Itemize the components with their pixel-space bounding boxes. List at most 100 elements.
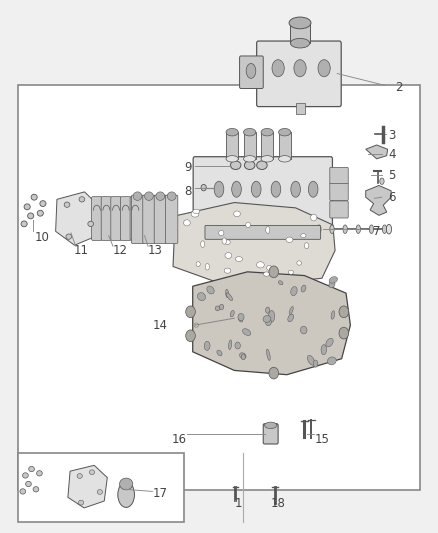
Polygon shape [193,272,350,375]
Text: 12: 12 [113,244,128,257]
Ellipse shape [198,293,205,301]
Ellipse shape [191,211,199,217]
Ellipse shape [261,128,273,136]
FancyBboxPatch shape [101,197,112,240]
FancyBboxPatch shape [120,197,131,240]
Ellipse shape [226,293,233,301]
Ellipse shape [265,307,270,313]
Ellipse shape [288,270,293,274]
Ellipse shape [301,233,306,238]
FancyBboxPatch shape [143,195,155,244]
Ellipse shape [25,481,32,487]
Ellipse shape [288,314,293,322]
Ellipse shape [77,473,82,479]
Ellipse shape [329,281,335,288]
Ellipse shape [226,128,238,136]
FancyBboxPatch shape [131,195,144,244]
Text: 5: 5 [389,169,396,182]
Ellipse shape [23,473,28,478]
FancyBboxPatch shape [257,41,341,107]
Bar [18,85,420,490]
Ellipse shape [297,261,301,265]
Ellipse shape [291,287,297,296]
Ellipse shape [279,128,291,136]
Ellipse shape [145,192,153,200]
Ellipse shape [78,500,84,505]
FancyBboxPatch shape [193,157,332,233]
Polygon shape [56,192,98,245]
Ellipse shape [301,285,306,292]
Ellipse shape [28,213,34,219]
Ellipse shape [219,230,224,236]
Ellipse shape [244,156,256,162]
Ellipse shape [308,181,318,197]
Ellipse shape [167,192,176,200]
Text: 8: 8 [185,185,192,198]
Ellipse shape [386,224,392,234]
Ellipse shape [243,329,251,335]
Ellipse shape [20,489,25,494]
FancyBboxPatch shape [111,197,121,240]
FancyBboxPatch shape [240,56,263,88]
Text: 4: 4 [388,148,396,161]
Ellipse shape [24,204,30,209]
Ellipse shape [269,266,279,278]
Bar [261,132,273,159]
Ellipse shape [241,354,245,360]
Ellipse shape [321,345,326,355]
Ellipse shape [294,60,306,77]
FancyBboxPatch shape [92,197,102,240]
Ellipse shape [313,360,318,367]
Ellipse shape [328,357,336,365]
Ellipse shape [64,202,70,207]
Ellipse shape [329,277,338,283]
Ellipse shape [291,181,300,197]
Ellipse shape [272,60,284,77]
Ellipse shape [269,367,279,379]
Ellipse shape [286,237,293,243]
Ellipse shape [66,234,71,239]
FancyBboxPatch shape [166,195,178,244]
Text: 18: 18 [271,497,286,510]
Ellipse shape [290,38,310,48]
Text: 6: 6 [388,191,396,204]
Ellipse shape [28,466,34,472]
Ellipse shape [230,161,241,169]
Ellipse shape [201,184,206,191]
Ellipse shape [251,181,261,197]
Ellipse shape [239,318,243,322]
Ellipse shape [263,272,270,276]
Ellipse shape [317,225,321,233]
Text: 13: 13 [148,244,163,257]
Bar [244,132,256,159]
Ellipse shape [226,156,238,162]
Text: 2: 2 [395,82,403,94]
FancyBboxPatch shape [205,225,321,239]
Ellipse shape [330,225,334,233]
Polygon shape [173,203,335,285]
Ellipse shape [279,156,291,162]
Ellipse shape [186,306,195,318]
Ellipse shape [37,211,43,216]
Ellipse shape [304,243,309,249]
Ellipse shape [229,340,232,350]
FancyBboxPatch shape [154,195,166,244]
Ellipse shape [193,209,200,214]
Ellipse shape [133,192,142,200]
Ellipse shape [318,60,330,77]
Ellipse shape [369,225,374,233]
Ellipse shape [265,422,277,429]
Ellipse shape [300,326,307,334]
Ellipse shape [226,289,229,298]
Text: 1: 1 [235,497,243,510]
Ellipse shape [225,253,232,259]
Ellipse shape [230,310,234,317]
Ellipse shape [267,265,272,270]
Ellipse shape [235,257,243,262]
Bar [18,453,184,522]
Ellipse shape [184,220,190,226]
Ellipse shape [21,221,27,227]
Ellipse shape [263,316,271,322]
Ellipse shape [235,342,240,349]
Ellipse shape [204,341,210,350]
